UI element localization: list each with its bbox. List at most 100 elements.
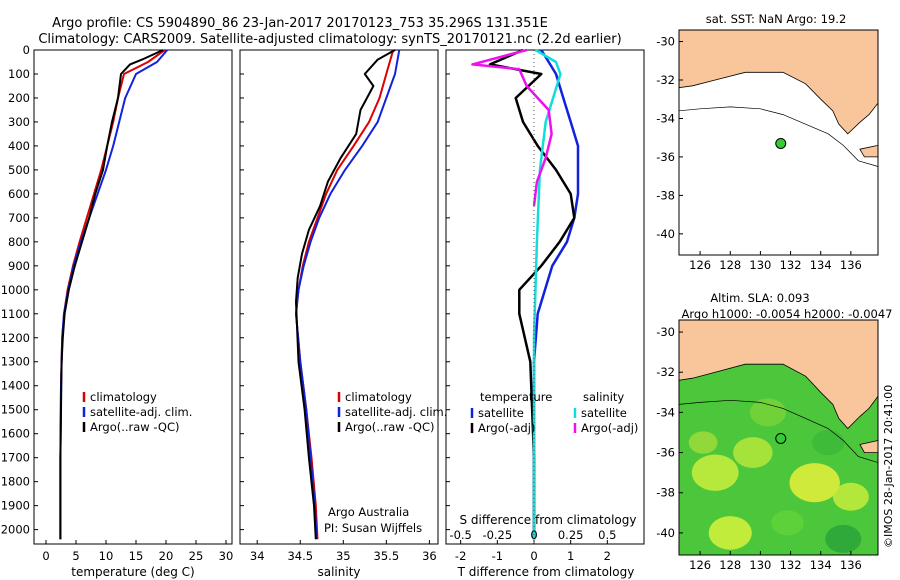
map-y-tick-label: -40	[656, 227, 675, 241]
depth-contour	[678, 106, 879, 167]
depth-contour	[678, 399, 879, 463]
depth-tick-label: 2000	[1, 523, 30, 537]
depth-tick-label: 1300	[1, 355, 30, 369]
x-tick-label: 30	[219, 549, 234, 563]
generated-marks: 0100200300400500600700800900100011001200…	[1, 29, 879, 572]
depth-tick-label: 1400	[1, 379, 30, 393]
x-tick-label: 0	[530, 549, 537, 563]
map-x-tick-label: 130	[749, 258, 771, 272]
difference-x2label: S difference from climatology	[460, 513, 637, 527]
sla-anomaly-patch	[812, 429, 845, 456]
map-x-tick-label: 126	[689, 258, 711, 272]
x-tick-label: 35	[336, 549, 351, 563]
map-x-tick-label: 132	[780, 558, 802, 572]
imos-watermark: ©IMOS 28-Jan-2017 20:41:00	[882, 385, 895, 548]
map-y-tick-label: -40	[656, 526, 675, 540]
legend-entry: satellite-adj. clim.	[345, 405, 447, 419]
depth-tick-label: 400	[8, 139, 30, 153]
map-x-tick-label: 134	[810, 558, 832, 572]
sla-anomaly-patch	[691, 454, 739, 491]
sla-anomaly-patch	[832, 482, 869, 511]
x-tick-label: 10	[99, 549, 114, 563]
x2-tick-label: -0.5	[449, 528, 471, 542]
sla-anomaly-patch	[688, 431, 718, 454]
map-x-tick-label: 128	[719, 258, 741, 272]
depth-tick-label: 1200	[1, 331, 30, 345]
x-tick-label: 2	[604, 549, 611, 563]
map-frame	[678, 319, 879, 556]
map-y-tick-label: -36	[656, 446, 675, 460]
title-line-2: Climatology: CARS2009. Satellite-adjuste…	[38, 32, 621, 47]
x-tick-label: 20	[159, 549, 174, 563]
x-tick-label: 1	[567, 549, 574, 563]
depth-tick-label: 700	[8, 211, 30, 225]
series-line-argo	[295, 49, 396, 540]
sst-map-title: sat. SST: NaN Argo: 19.2	[706, 12, 847, 26]
sla-map-title: Altim. SLA: 0.093	[710, 291, 809, 305]
pi-note: PI: Susan Wijffels	[324, 521, 422, 535]
depth-tick-label: 600	[8, 187, 30, 201]
map-y-tick-label: -34	[656, 111, 675, 125]
depth-tick-label: 1000	[1, 283, 30, 297]
x-tick-label: 0	[42, 549, 49, 563]
legend-group-title: temperature	[480, 390, 552, 404]
map-y-tick-label: -34	[656, 405, 675, 419]
map-y-tick-label: -38	[656, 188, 675, 202]
x-tick-label: 34.5	[287, 549, 313, 563]
map-x-tick-label: 134	[810, 258, 832, 272]
legend-group-title: salinity	[583, 390, 624, 404]
sla-anomaly-patch	[789, 463, 840, 503]
map-y-tick-label: -30	[656, 35, 675, 49]
depth-tick-label: 1100	[1, 307, 30, 321]
legend-entry: Argo(-adj)	[581, 421, 638, 435]
map-x-tick-label: 136	[840, 258, 862, 272]
legend-entry: climatology	[90, 390, 157, 404]
x-tick-label: 35.5	[374, 549, 400, 563]
map-y-tick-label: -32	[656, 73, 675, 87]
series-line-sal_argo	[471, 48, 553, 207]
map-x-tick-label: 136	[840, 558, 862, 572]
map-frame	[678, 29, 879, 256]
sla-anomaly-patch	[771, 510, 804, 536]
legend-entry: Argo(-adj)	[478, 421, 535, 435]
x2-tick-label: 0	[530, 528, 537, 542]
map-x-tick-label: 126	[689, 558, 711, 572]
argo-position-marker	[775, 433, 787, 445]
series-line-satellite	[295, 49, 401, 540]
depth-tick-label: 0	[23, 43, 30, 57]
x-tick-label: 25	[189, 549, 204, 563]
x2-tick-label: 0.5	[598, 528, 616, 542]
x2-tick-label: 0.25	[558, 528, 584, 542]
depth-tick-label: 500	[8, 163, 30, 177]
depth-tick-label: 1800	[1, 475, 30, 489]
map-y-tick-label: -32	[656, 365, 675, 379]
landmass	[678, 319, 879, 430]
depth-tick-label: 100	[8, 67, 30, 81]
x-tick-label: -1	[492, 549, 503, 563]
legend-entry: satellite	[581, 406, 627, 420]
map-x-tick-label: 130	[749, 558, 771, 572]
depth-tick-label: 300	[8, 115, 30, 129]
x-tick-label: 5	[72, 549, 79, 563]
temperature-xlabel: temperature (deg C)	[71, 565, 194, 579]
series-line-sal_satellite	[532, 48, 562, 540]
temperature-panel	[33, 49, 233, 545]
sla-anomaly-patch	[825, 524, 862, 553]
depth-tick-label: 1500	[1, 403, 30, 417]
legend-entry: Argo(..raw -QC)	[90, 420, 180, 434]
salinity-xlabel: salinity	[317, 565, 360, 579]
series-line-argo	[59, 49, 164, 540]
depth-tick-label: 800	[8, 235, 30, 249]
sla-anomaly-patch	[733, 437, 773, 468]
difference-xlabel: T difference from climatology	[457, 565, 635, 579]
landmass	[678, 29, 879, 135]
sla-anomaly-patch	[749, 398, 786, 427]
legend-entry: satellite	[478, 406, 524, 420]
legend-entry: Argo(..raw -QC)	[345, 420, 435, 434]
x-tick-label: 36	[422, 549, 437, 563]
series-line-argo	[488, 48, 576, 540]
argo-position-marker	[775, 137, 787, 149]
depth-tick-label: 1700	[1, 451, 30, 465]
map-x-tick-label: 132	[780, 258, 802, 272]
